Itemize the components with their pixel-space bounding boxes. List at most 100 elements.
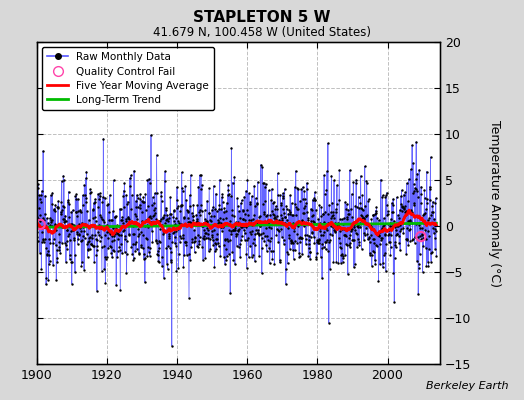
Point [47,217,56,224]
Point [394,223,402,230]
Point [200,233,208,239]
Point [266,247,275,254]
Point [292,212,300,218]
Point [275,217,283,223]
Point [261,181,270,187]
Point [344,211,352,217]
Point [274,238,282,245]
Point [328,199,336,206]
Point [300,210,309,216]
Point [279,192,287,199]
Point [243,264,251,271]
Point [188,210,196,216]
Point [309,219,318,226]
Point [104,245,113,251]
Point [254,179,262,185]
Point [133,246,141,252]
Point [314,238,322,244]
Point [291,201,300,207]
Point [294,205,302,212]
Point [419,242,428,249]
Point [113,230,121,236]
Point [167,249,175,255]
Point [402,180,411,187]
Point [313,250,321,256]
Point [42,281,50,288]
Point [217,223,226,230]
Point [140,279,149,286]
Point [350,222,358,228]
Point [57,209,65,215]
Point [318,275,326,282]
Point [233,228,242,234]
Point [67,259,75,266]
Point [316,227,324,234]
Point [285,232,293,239]
Point [312,206,320,213]
Point [107,250,115,256]
Point [102,256,110,262]
Point [245,190,253,197]
Point [161,205,170,211]
Point [323,220,332,226]
Point [165,235,173,242]
Point [331,222,339,229]
Point [387,200,396,206]
Point [333,223,342,229]
Point [313,238,321,245]
Point [427,212,435,218]
Point [108,254,116,261]
Point [73,213,82,220]
Point [95,222,103,228]
Point [240,223,248,229]
Point [271,221,280,228]
Point [377,176,385,183]
Point [332,209,340,215]
Point [177,203,185,209]
Point [304,215,312,221]
Point [186,202,194,209]
Point [201,230,210,236]
Point [373,214,381,221]
Point [345,235,353,242]
Point [73,241,82,247]
Point [411,184,419,191]
Point [77,238,85,244]
Point [361,232,369,239]
Point [172,268,181,274]
Point [291,168,300,174]
Point [78,219,86,226]
Point [146,252,154,259]
Point [299,205,308,211]
Point [67,209,75,215]
Point [118,250,126,257]
Point [395,215,403,222]
Point [248,228,257,234]
Point [363,212,372,218]
Point [110,248,118,254]
Point [357,205,365,211]
Point [353,244,362,250]
Point [307,234,315,240]
Point [303,209,312,215]
Point [276,259,284,266]
Point [72,209,80,215]
Point [432,253,441,260]
Point [283,260,292,266]
Point [149,194,157,201]
Point [48,200,57,207]
Point [329,209,337,215]
Point [364,196,373,202]
Point [239,227,248,234]
Point [37,266,46,272]
Point [32,228,41,235]
Point [101,195,109,201]
Point [68,280,76,287]
Point [83,241,92,247]
Point [116,287,125,293]
Point [422,262,431,269]
Point [406,217,414,223]
Point [296,253,304,259]
Point [73,231,81,238]
Point [110,236,118,243]
